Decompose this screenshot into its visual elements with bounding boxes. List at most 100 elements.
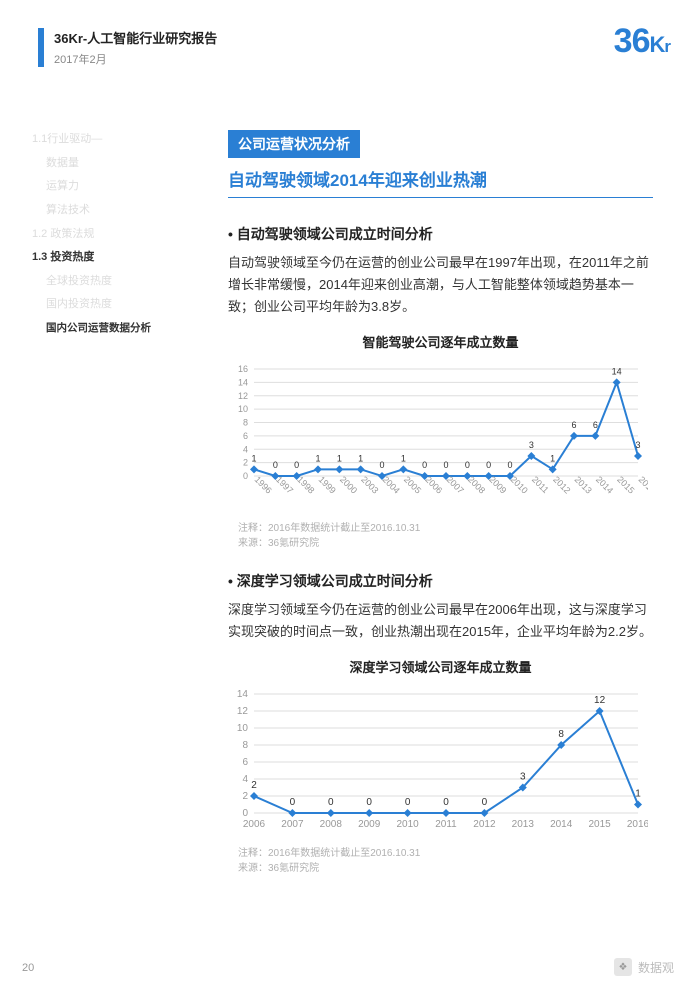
svg-text:0: 0 — [443, 797, 449, 808]
svg-text:0: 0 — [328, 797, 334, 808]
svg-text:6: 6 — [242, 757, 248, 768]
svg-text:2: 2 — [251, 780, 257, 791]
brand-logo: 36Kr — [614, 22, 670, 61]
svg-text:14: 14 — [237, 689, 249, 700]
svg-text:6: 6 — [243, 431, 248, 441]
subsection-1-text: 自动驾驶领域至今仍在运营的创业公司最早在1997年出现，在2011年之前增长非常… — [228, 252, 653, 318]
svg-text:14: 14 — [612, 367, 622, 377]
svg-text:0: 0 — [405, 797, 411, 808]
svg-text:2012: 2012 — [473, 819, 496, 830]
svg-text:16: 16 — [238, 364, 248, 374]
svg-text:12: 12 — [238, 391, 248, 401]
svg-text:2010: 2010 — [396, 819, 419, 830]
chart-2-title: 深度学习领域公司逐年成立数量 — [228, 657, 653, 676]
svg-text:0: 0 — [243, 471, 248, 481]
svg-text:2013: 2013 — [512, 819, 535, 830]
toc-item: 运算力 — [32, 175, 187, 199]
svg-text:2009: 2009 — [358, 819, 381, 830]
page-header: 36Kr-人工智能行业研究报告 2017年2月 36Kr — [0, 0, 700, 67]
svg-text:1999: 1999 — [317, 475, 338, 496]
subsection-2-head: 深度学习领域公司成立时间分析 — [228, 571, 653, 591]
svg-text:2006: 2006 — [423, 475, 444, 496]
svg-text:1998: 1998 — [295, 475, 316, 496]
toc-item: 算法技术 — [32, 199, 187, 223]
svg-text:0: 0 — [486, 460, 491, 470]
toc-item: 国内公司运营数据分析 — [32, 317, 187, 340]
svg-text:2: 2 — [242, 791, 248, 802]
svg-text:3: 3 — [635, 440, 640, 450]
svg-text:3: 3 — [529, 440, 534, 450]
svg-text:1: 1 — [635, 789, 641, 800]
toc-item: 国内投资热度 — [32, 293, 187, 317]
svg-text:2012: 2012 — [551, 475, 572, 496]
svg-text:1: 1 — [358, 454, 363, 464]
svg-text:1: 1 — [315, 454, 320, 464]
svg-text:2007: 2007 — [445, 475, 466, 496]
svg-text:2016: 2016 — [627, 819, 648, 830]
chart-1: 0246810121416100111010000031661431996199… — [228, 355, 648, 515]
chart-2-note-line: 注释：2016年数据统计截止至2016.10.31 — [238, 846, 653, 861]
svg-text:0: 0 — [482, 797, 488, 808]
main-content: 公司运营状况分析 自动驾驶领域2014年迎来创业热潮 自动驾驶领域公司成立时间分… — [228, 130, 653, 896]
chart-2-source: 来源：36氪研究院 — [238, 861, 653, 876]
svg-text:2006: 2006 — [243, 819, 266, 830]
watermark-text: 数据观 — [638, 959, 674, 976]
svg-text:2008: 2008 — [466, 475, 487, 496]
svg-text:4: 4 — [243, 445, 248, 455]
svg-text:10: 10 — [238, 404, 248, 414]
svg-text:12: 12 — [594, 695, 606, 706]
svg-text:1: 1 — [251, 454, 256, 464]
svg-text:2003: 2003 — [359, 475, 380, 496]
svg-text:0: 0 — [290, 797, 296, 808]
page-number: 20 — [22, 962, 34, 974]
svg-text:4: 4 — [242, 774, 248, 785]
chart-1-title: 智能驾驶公司逐年成立数量 — [228, 332, 653, 351]
svg-text:8: 8 — [242, 740, 248, 751]
watermark: ❖ 数据观 — [614, 958, 674, 976]
section-badge: 公司运营状况分析 — [228, 130, 360, 158]
section-title: 自动驾驶领域2014年迎来创业热潮 — [228, 166, 653, 198]
chart-1-note-line: 注释：2016年数据统计截止至2016.10.31 — [238, 521, 653, 536]
toc-item: 1.2 政策法规 — [32, 223, 187, 247]
toc-item: 数据量 — [32, 152, 187, 176]
svg-text:2015: 2015 — [615, 475, 636, 496]
svg-text:2000: 2000 — [338, 475, 359, 496]
svg-text:2005: 2005 — [402, 475, 423, 496]
svg-text:1: 1 — [337, 454, 342, 464]
svg-text:2004: 2004 — [381, 475, 402, 496]
chart-1-source: 来源：36氪研究院 — [238, 536, 653, 551]
svg-text:2009: 2009 — [487, 475, 508, 496]
subsection-1-head: 自动驾驶领域公司成立时间分析 — [228, 224, 653, 244]
svg-text:2016: 2016 — [637, 475, 648, 496]
svg-text:2011: 2011 — [530, 475, 551, 496]
report-title: 36Kr-人工智能行业研究报告 — [54, 28, 700, 47]
svg-text:0: 0 — [273, 460, 278, 470]
svg-text:0: 0 — [422, 460, 427, 470]
svg-text:10: 10 — [237, 723, 249, 734]
svg-text:3: 3 — [520, 772, 526, 783]
svg-text:14: 14 — [238, 378, 248, 388]
svg-text:6: 6 — [593, 420, 598, 430]
svg-text:0: 0 — [294, 460, 299, 470]
svg-text:6: 6 — [571, 420, 576, 430]
svg-text:1997: 1997 — [274, 475, 295, 496]
wechat-icon: ❖ — [614, 958, 632, 976]
svg-text:2011: 2011 — [435, 819, 457, 830]
svg-text:0: 0 — [507, 460, 512, 470]
svg-text:0: 0 — [379, 460, 384, 470]
chart-2-note: 注释：2016年数据统计截止至2016.10.31 来源：36氪研究院 — [238, 846, 653, 876]
svg-text:0: 0 — [465, 460, 470, 470]
svg-text:1: 1 — [401, 454, 406, 464]
toc-item: 1.1行业驱动— — [32, 128, 187, 152]
svg-text:2010: 2010 — [509, 475, 530, 496]
toc-item: 1.3 投资热度 — [32, 246, 187, 270]
report-date: 2017年2月 — [54, 51, 700, 67]
svg-text:2007: 2007 — [281, 819, 304, 830]
svg-text:12: 12 — [237, 706, 249, 717]
svg-text:0: 0 — [443, 460, 448, 470]
svg-text:2015: 2015 — [588, 819, 611, 830]
toc-item: 全球投资热度 — [32, 270, 187, 294]
svg-text:2014: 2014 — [550, 819, 573, 830]
chart-1-note: 注释：2016年数据统计截止至2016.10.31 来源：36氪研究院 — [238, 521, 653, 551]
svg-text:2008: 2008 — [320, 819, 343, 830]
